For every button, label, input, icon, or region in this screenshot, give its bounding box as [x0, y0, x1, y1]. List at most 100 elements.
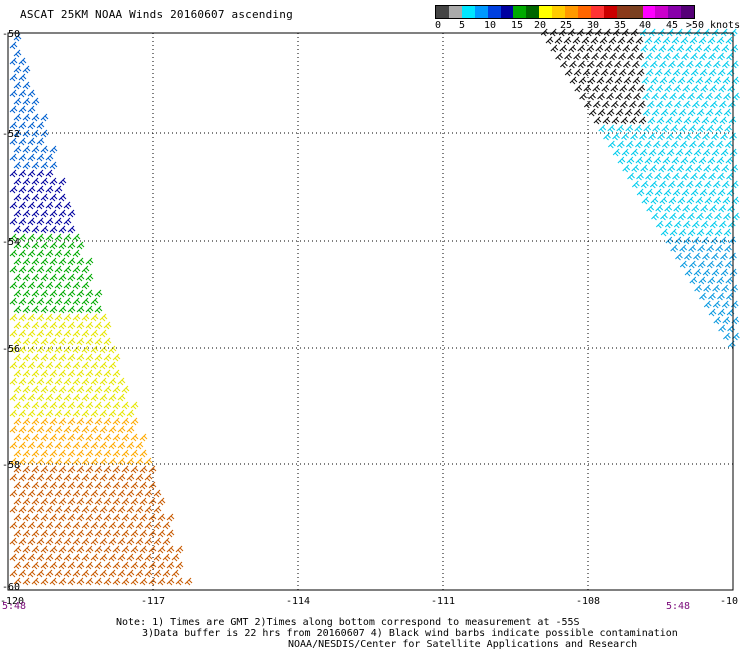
wind-barb	[76, 241, 85, 250]
wind-barb	[67, 449, 76, 458]
wind-barb	[659, 76, 668, 85]
wind-barb	[9, 505, 18, 514]
wind-barb	[702, 132, 710, 141]
wind-barb	[633, 108, 642, 117]
wind-barb	[130, 545, 139, 554]
wind-barb	[40, 481, 49, 490]
wind-barb	[85, 353, 94, 362]
wind-barb	[720, 252, 728, 261]
wind-barb	[657, 148, 666, 157]
wind-barb	[31, 385, 40, 394]
wind-barb	[85, 465, 94, 474]
wind-barb	[90, 361, 99, 370]
wind-barb	[112, 577, 121, 586]
wind-barb	[13, 193, 22, 202]
wind-barb	[726, 292, 734, 301]
wind-barb	[40, 497, 49, 506]
wind-barb	[67, 337, 76, 346]
wind-barb	[76, 257, 85, 266]
wind-barb	[58, 225, 67, 234]
wind-barb	[652, 140, 661, 149]
wind-barb	[678, 108, 687, 117]
wind-barb	[76, 433, 85, 442]
wind-barb	[650, 196, 659, 205]
wind-barb	[99, 569, 108, 578]
wind-barb	[121, 433, 130, 442]
wind-barb	[67, 305, 76, 314]
wind-barb	[703, 284, 711, 293]
wind-barb	[632, 60, 640, 69]
wind-barb	[704, 196, 713, 205]
wind-barb	[667, 164, 676, 173]
wind-barb	[22, 65, 31, 74]
wind-barb	[67, 369, 76, 378]
wind-barb	[135, 473, 144, 482]
wind-barb	[54, 185, 63, 194]
wind-barb	[63, 553, 72, 562]
wind-barb	[67, 433, 76, 442]
wind-barb	[67, 321, 76, 330]
wind-barb	[598, 124, 607, 133]
wind-barb	[76, 369, 85, 378]
wind-barb	[54, 217, 63, 226]
wind-barb	[706, 244, 715, 253]
wind-barb	[63, 297, 72, 306]
wind-barb	[103, 321, 112, 330]
wind-barb	[697, 260, 706, 269]
wind-barb	[94, 321, 103, 330]
wind-barb	[31, 257, 40, 266]
wind-barb	[13, 401, 22, 410]
lat-label-58: -58	[2, 460, 20, 471]
wind-barb	[625, 124, 634, 133]
wind-barb	[665, 236, 674, 245]
wind-barb	[49, 193, 58, 202]
wind-barb	[607, 140, 616, 149]
wind-barb	[630, 148, 639, 157]
wind-barb	[40, 257, 49, 266]
wind-barb	[27, 345, 36, 354]
wind-barb	[634, 140, 643, 149]
wind-barb	[708, 292, 716, 301]
wind-barb	[559, 44, 568, 53]
wind-barb	[85, 369, 94, 378]
wind-barb	[27, 265, 36, 274]
wind-barb	[58, 481, 67, 490]
wind-barb	[40, 273, 49, 282]
wind-barb	[719, 116, 728, 125]
wind-barb	[654, 172, 662, 181]
wind-barb	[624, 108, 633, 117]
wind-barb	[45, 489, 54, 498]
wind-barb	[54, 553, 63, 562]
wind-barb	[669, 228, 678, 237]
wind-barb	[81, 313, 90, 322]
wind-barb	[58, 449, 67, 458]
wind-barb	[724, 140, 733, 149]
wind-barb	[121, 385, 130, 394]
colorbar-swatch	[590, 6, 604, 18]
wind-barb	[685, 44, 694, 53]
wind-barb	[709, 84, 718, 93]
wind-barb	[605, 76, 614, 85]
colorbar-swatch	[681, 6, 695, 18]
wind-barb	[682, 204, 691, 213]
wind-barb	[58, 257, 67, 266]
wind-barb	[9, 297, 18, 306]
wind-barb	[679, 140, 688, 149]
wind-barb	[126, 457, 135, 466]
wind-barb	[108, 409, 117, 418]
wind-barb	[591, 68, 600, 77]
wind-barb	[673, 84, 682, 93]
wind-barb	[13, 529, 22, 538]
wind-barb	[67, 513, 76, 522]
wind-barb	[63, 265, 72, 274]
wind-barb	[722, 316, 731, 325]
map-frame	[7, 32, 734, 591]
wind-barb	[31, 497, 40, 506]
wind-barb	[81, 441, 90, 450]
wind-barb	[117, 409, 126, 418]
wind-barb	[54, 457, 63, 466]
wind-barb	[13, 177, 22, 186]
wind-barb	[677, 196, 686, 205]
wind-barb	[67, 529, 76, 538]
wind-barb	[63, 425, 72, 434]
